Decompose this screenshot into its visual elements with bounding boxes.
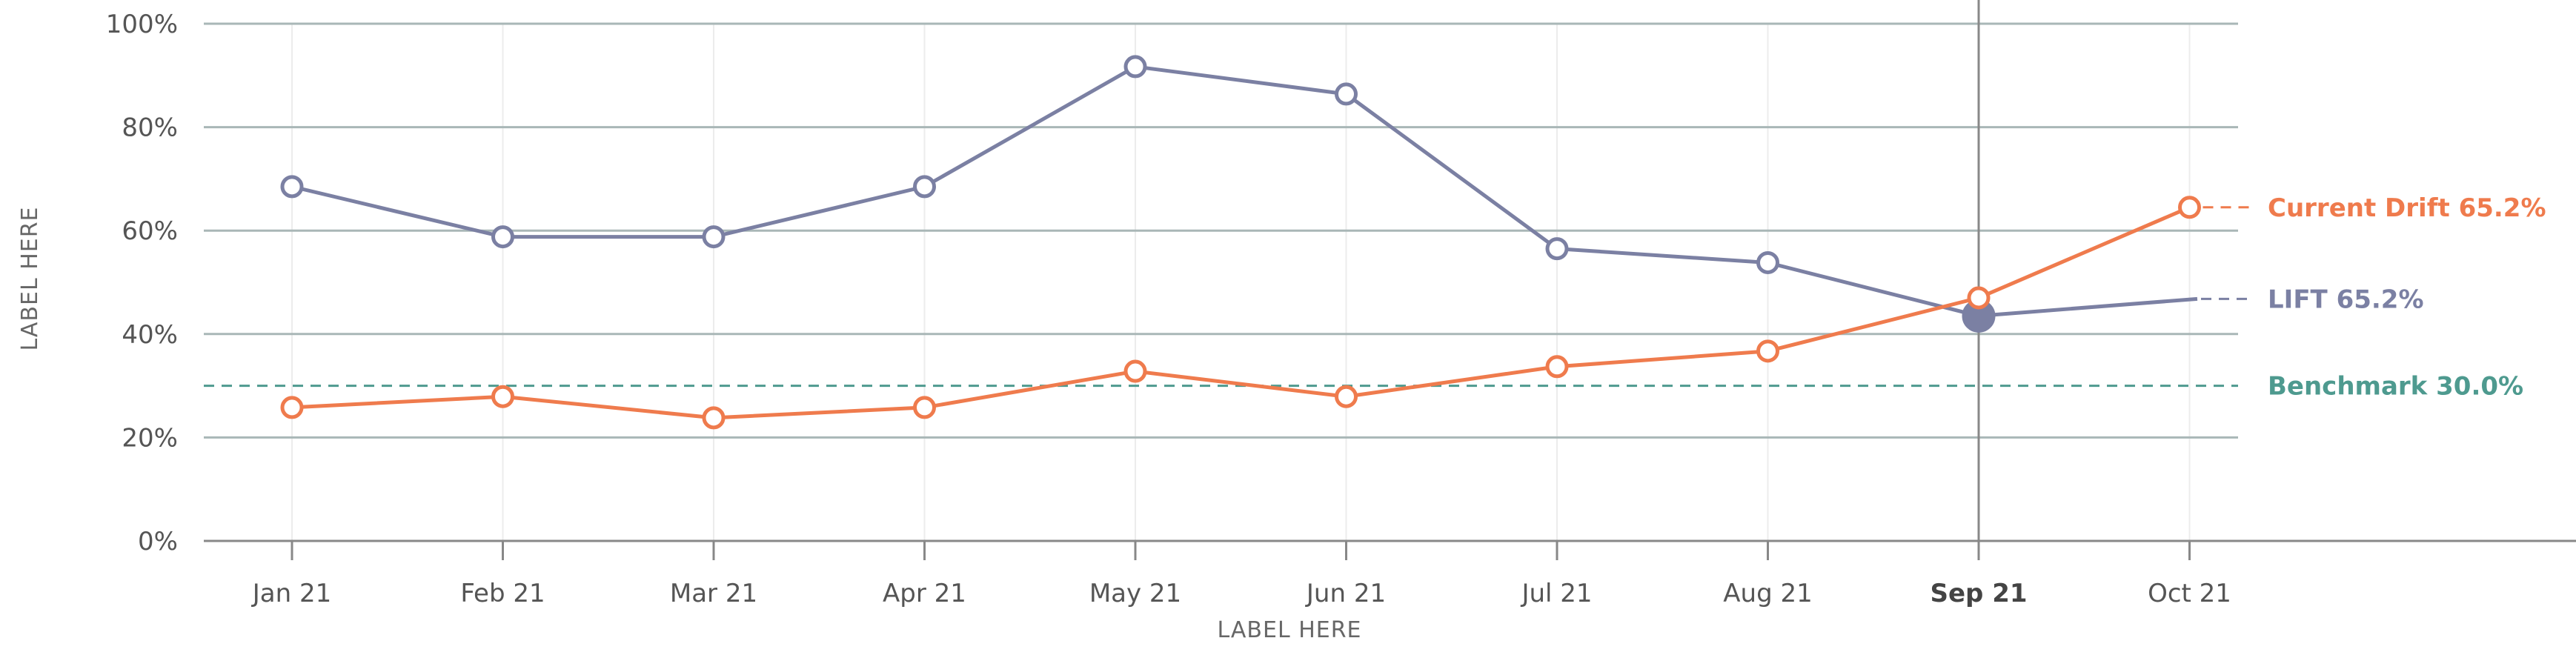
y-tick-label: 40%	[122, 320, 178, 350]
x-tick-label: Feb 21	[460, 579, 545, 608]
data-point-marker	[702, 406, 726, 430]
benchmark-label: Benchmark 30.0%	[2268, 372, 2523, 402]
x-tick-label: Jun 21	[1305, 579, 1386, 608]
series-end-label: LIFT 65.2%	[2268, 285, 2424, 314]
data-point-marker	[280, 175, 304, 199]
x-tick-label: Oct 21	[2148, 579, 2231, 608]
data-point-marker	[913, 175, 936, 199]
data-point-marker	[1967, 286, 1991, 310]
x-tick-label: Jan 21	[251, 579, 331, 608]
series-line	[291, 205, 2191, 420]
data-point-marker	[1545, 355, 1569, 379]
x-tick-label: Aug 21	[1723, 579, 1812, 608]
x-tick-label: Mar 21	[670, 579, 757, 608]
y-tick-label: 60%	[122, 216, 178, 246]
x-tick-label: May 21	[1089, 579, 1181, 608]
benchmark-line: Benchmark 30.0%	[204, 372, 2523, 402]
end-labels: LIFT 65.2% Current Drift 65.2%	[2201, 193, 2546, 314]
y-axis-ticks: 0% 20% 40% 60% 80% 100%	[106, 10, 178, 556]
series-line	[291, 64, 2198, 318]
y-tick-label: 20%	[122, 423, 178, 453]
series-lines	[280, 55, 2201, 430]
data-point-marker	[1335, 385, 1358, 408]
y-axis-title: LABEL HERE	[17, 206, 43, 350]
x-tick-label: Jul 21	[1520, 579, 1592, 608]
y-tick-label: 80%	[122, 113, 178, 143]
data-point-marker	[491, 385, 514, 408]
data-point-marker	[491, 225, 514, 249]
y-tick-label: 100%	[106, 10, 178, 39]
x-tick-label: Apr 21	[883, 579, 966, 608]
data-point-marker	[702, 225, 726, 249]
x-axis: Jan 21 Feb 21 Mar 21 Apr 21 May 21 Jun 21 Jul …	[204, 0, 2576, 608]
y-tick-label: 0%	[138, 527, 178, 556]
series-end-label: Current Drift 65.2%	[2268, 193, 2546, 223]
data-point-marker	[1545, 237, 1569, 261]
data-point-marker	[913, 396, 936, 419]
data-point-marker	[1335, 82, 1358, 106]
x-tick-label: Sep 21	[1930, 579, 2027, 608]
vertical-gridlines	[291, 24, 2191, 541]
data-point-marker	[1756, 339, 1779, 363]
x-axis-title: LABEL HERE	[1217, 617, 1361, 643]
data-point-marker	[1756, 250, 1779, 274]
horizontal-gridlines	[204, 22, 2238, 439]
data-point-marker	[2178, 196, 2201, 219]
data-point-marker	[1123, 359, 1147, 383]
data-point-marker	[1123, 55, 1147, 79]
data-point-marker	[280, 396, 304, 419]
